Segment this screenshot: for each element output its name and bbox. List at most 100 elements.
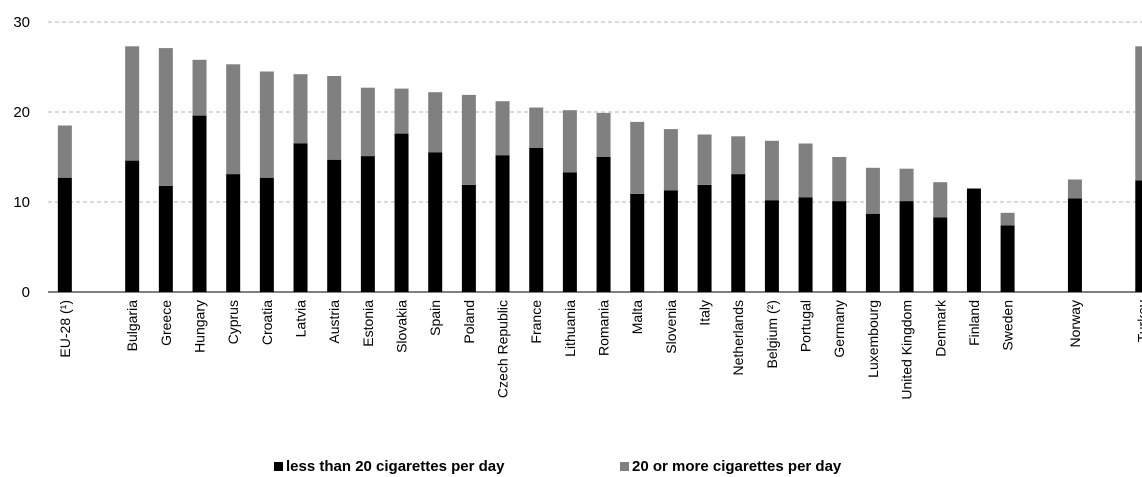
- bar-netherlands-series-2: [731, 136, 746, 175]
- bar-slovenia-series-1: [663, 190, 678, 292]
- bar-luxembourg-series-1: [865, 213, 880, 292]
- bar-portugal-series-1: [798, 197, 813, 292]
- bar-bulgaria-series-1: [125, 160, 140, 292]
- bar-bulgaria-series-2: [125, 46, 140, 161]
- bars: [57, 46, 1142, 292]
- x-tick-label-estonia: Estonia: [360, 300, 376, 347]
- bar-spain-series-1: [428, 152, 443, 292]
- x-tick-label-belgium: Belgium (²): [764, 300, 780, 368]
- x-tick-label-greece: Greece: [158, 300, 174, 346]
- bar-croatia-series-1: [259, 177, 274, 292]
- x-tick-labels: EU-28 (¹) Bulgaria Greece Hungary Cyprus Croa…: [57, 299, 1142, 400]
- bar-cyprus-series-2: [226, 64, 241, 175]
- x-tick-label-hungary: Hungary: [192, 300, 208, 353]
- x-tick-label-france: France: [528, 300, 544, 344]
- x-tick-label-italy: Italy: [697, 300, 713, 326]
- bar-malta-series-1: [630, 193, 645, 292]
- bar-latvia-series-1: [293, 143, 308, 292]
- x-tick-label-romania: Romania: [596, 300, 612, 356]
- x-tick-label-cyprus: Cyprus: [225, 300, 241, 344]
- x-tick-label-czech-republic: Czech Republic: [495, 300, 511, 398]
- x-tick-label-finland: Finland: [966, 300, 982, 346]
- x-tick-label-eu-28: EU-28 (¹): [57, 300, 73, 358]
- legend: less than 20 cigarettes per day 20 or mor…: [274, 458, 842, 475]
- bar-slovenia-series-2: [663, 129, 678, 191]
- bar-united-kingdom-series-1: [899, 201, 914, 292]
- x-tick-label-sweden: Sweden: [1000, 300, 1016, 351]
- x-tick-label-poland: Poland: [461, 300, 477, 344]
- bar-poland-series-1: [461, 184, 476, 292]
- y-tick-label: 10: [13, 194, 30, 211]
- bar-lithuania-series-1: [562, 172, 577, 292]
- x-tick-label-slovakia: Slovakia: [394, 300, 410, 353]
- bar-denmark-series-1: [933, 217, 948, 292]
- bar-slovakia-series-2: [394, 88, 409, 134]
- bar-denmark-series-2: [933, 182, 948, 218]
- y-tick-label: 30: [13, 14, 30, 31]
- x-tick-label-austria: Austria: [326, 300, 342, 344]
- x-tick-label-latvia: Latvia: [293, 300, 309, 338]
- bar-spain-series-2: [428, 92, 443, 153]
- bar-belgium-series-2: [764, 140, 779, 201]
- bar-netherlands-series-1: [731, 174, 746, 292]
- x-tick-label-slovenia: Slovenia: [663, 300, 679, 354]
- bar-france-series-2: [529, 107, 544, 148]
- x-tick-label-malta: Malta: [629, 300, 645, 334]
- bar-greece-series-2: [158, 48, 173, 186]
- bar-estonia-series-2: [360, 87, 375, 157]
- bar-estonia-series-1: [360, 156, 375, 292]
- bar-portugal-series-2: [798, 143, 813, 198]
- x-tick-label-united-kingdom: United Kingdom: [899, 300, 915, 400]
- bar-eu-28-series-2: [57, 125, 72, 178]
- bar-cyprus-series-1: [226, 174, 241, 292]
- bar-latvia-series-2: [293, 74, 308, 144]
- x-tick-label-bulgaria: Bulgaria: [124, 300, 140, 352]
- bar-sweden-series-2: [1000, 212, 1015, 226]
- x-tick-label-portugal: Portugal: [798, 300, 814, 352]
- legend-swatch-series-2: [620, 462, 629, 471]
- bar-united-kingdom-series-2: [899, 168, 914, 202]
- bar-eu-28-series-1: [57, 177, 72, 292]
- bar-poland-series-2: [461, 94, 476, 185]
- x-tick-label-lithuania: Lithuania: [562, 300, 578, 357]
- x-tick-label-spain: Spain: [427, 300, 443, 336]
- y-tick-labels: 0 10 20 30: [13, 14, 30, 301]
- x-tick-label-croatia: Croatia: [259, 300, 275, 345]
- bar-italy-series-2: [697, 134, 712, 185]
- legend-label-series-1: less than 20 cigarettes per day: [286, 458, 505, 475]
- bar-turkey-series-2: [1135, 46, 1142, 181]
- bar-czech-republic-series-1: [495, 155, 510, 292]
- bar-austria-series-1: [327, 159, 342, 292]
- y-tick-label: 20: [13, 104, 30, 121]
- bar-hungary-series-1: [192, 115, 207, 292]
- x-tick-label-germany: Germany: [831, 300, 847, 358]
- bar-czech-republic-series-2: [495, 101, 510, 156]
- bar-france-series-1: [529, 148, 544, 292]
- x-tick-label-turkey: Turkey: [1134, 300, 1142, 342]
- bar-luxembourg-series-2: [865, 167, 880, 214]
- bar-germany-series-2: [832, 157, 847, 202]
- y-tick-label: 0: [22, 284, 30, 301]
- bar-romania-series-1: [596, 157, 611, 292]
- bar-turkey-series-1: [1135, 180, 1142, 292]
- bar-austria-series-2: [327, 76, 342, 160]
- legend-label-series-2: 20 or more cigarettes per day: [632, 458, 842, 475]
- bar-sweden-series-1: [1000, 225, 1015, 292]
- bar-hungary-series-2: [192, 59, 207, 116]
- bar-finland-series-1: [966, 188, 981, 292]
- x-tick-label-norway: Norway: [1067, 300, 1083, 347]
- x-tick-label-luxembourg: Luxembourg: [865, 300, 881, 378]
- bar-romania-series-2: [596, 112, 611, 157]
- bar-greece-series-1: [158, 185, 173, 292]
- bar-malta-series-2: [630, 121, 645, 194]
- bar-belgium-series-1: [764, 200, 779, 292]
- bar-germany-series-1: [832, 201, 847, 292]
- gridlines: [48, 21, 1142, 203]
- legend-swatch-series-1: [274, 462, 283, 471]
- bar-slovakia-series-1: [394, 133, 409, 292]
- bar-croatia-series-2: [259, 71, 274, 178]
- x-tick-label-netherlands: Netherlands: [730, 300, 746, 376]
- bar-norway-series-2: [1067, 179, 1082, 199]
